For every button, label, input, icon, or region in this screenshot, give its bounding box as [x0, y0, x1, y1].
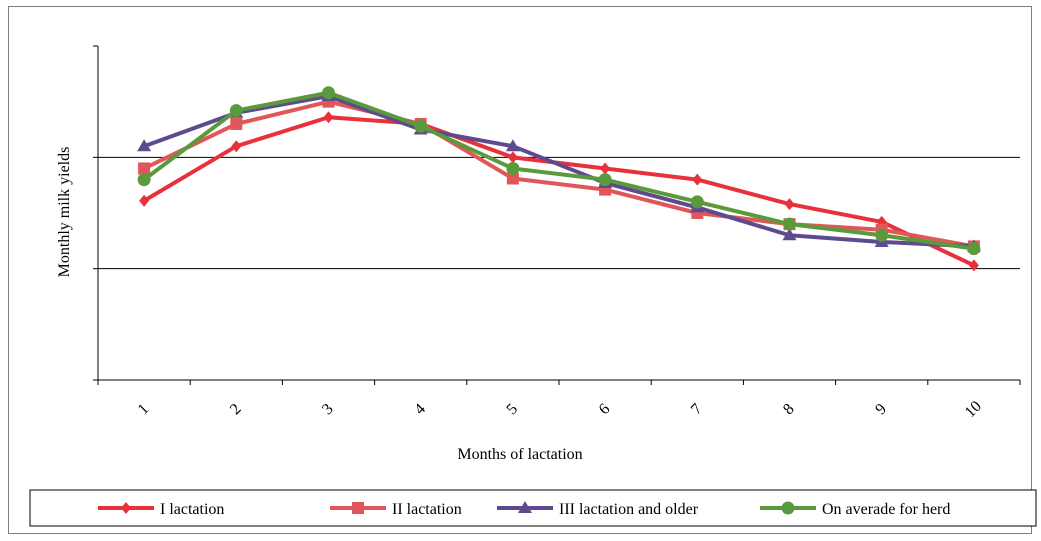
legend-label: II lactation [392, 501, 462, 518]
y-axis-title: Monthly milk yields [56, 147, 73, 278]
data-point-circle [690, 195, 704, 209]
x-tick-label: 10 [962, 398, 985, 421]
data-point-diamond [323, 111, 334, 124]
x-axis-title: Months of lactation [457, 446, 582, 463]
data-point-diamond [507, 151, 518, 164]
data-point-circle [598, 173, 612, 187]
legend-item-3: III lactation and older [497, 501, 699, 518]
x-tick-label: 2 [227, 401, 245, 419]
data-point-diamond [139, 194, 150, 207]
data-point-triangle [782, 228, 797, 241]
data-point-circle [322, 86, 335, 100]
x-tick-label: 4 [411, 401, 429, 419]
data-point-square [230, 117, 243, 130]
series-line [143, 94, 974, 249]
legend: I lactation II lactation III lactation and… [29, 489, 1037, 527]
data-point-circle [783, 217, 796, 231]
data-point-circle [781, 501, 795, 515]
legend-item-4: On averade for herd [760, 501, 950, 518]
data-point-circle [414, 119, 428, 133]
data-point-square [506, 172, 519, 185]
x-tick-label: 8 [780, 401, 798, 419]
data-point-triangle [137, 139, 152, 152]
legend-label: On averade for herd [822, 501, 950, 518]
data-point-triangle [518, 501, 532, 513]
x-tick-label: 1 [135, 401, 153, 419]
data-point-circle [229, 104, 243, 118]
series-group [137, 86, 981, 272]
x-tick-label: 9 [872, 401, 890, 419]
data-point-diamond [968, 259, 979, 272]
x-tick-labels: 1 2 3 4 5 6 7 8 9 10 [135, 398, 985, 421]
x-tick-label: 7 [688, 401, 706, 419]
data-point-diamond [600, 162, 611, 175]
data-point-square [352, 502, 364, 514]
legend-label: III lactation and older [559, 501, 699, 518]
data-point-diamond [231, 140, 242, 153]
series-line [142, 90, 975, 251]
legend-label: I lactation [160, 501, 224, 518]
x-tick-label: 3 [319, 401, 337, 419]
chart-frame [8, 6, 1032, 534]
series-line [143, 99, 975, 249]
series-1 [139, 111, 979, 272]
data-point-square [138, 162, 151, 175]
series-line [143, 115, 975, 268]
data-point-triangle [505, 139, 520, 152]
axes [93, 45, 1021, 385]
series-4 [137, 86, 981, 256]
data-point-circle [875, 228, 889, 242]
data-point-circle [506, 161, 520, 175]
data-point-diamond [692, 173, 703, 186]
gridlines [98, 156, 1020, 270]
data-point-diamond [121, 502, 131, 514]
data-point-diamond [784, 198, 795, 211]
x-tick-label: 5 [503, 401, 521, 419]
legend-item-1: I lactation [98, 501, 224, 518]
data-point-circle [137, 173, 151, 187]
x-tick-label: 6 [596, 401, 614, 419]
data-point-circle [967, 242, 981, 256]
legend-item-2: II lactation [330, 501, 462, 518]
